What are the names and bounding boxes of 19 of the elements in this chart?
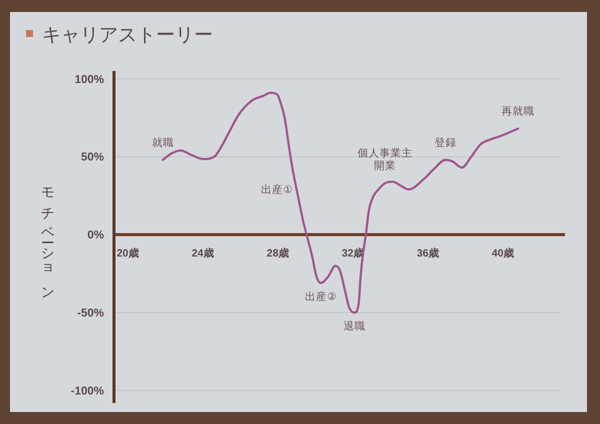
x-tick-label: 28歳 <box>266 246 290 260</box>
annotation: 個人事業主開業 <box>357 146 412 172</box>
x-tick-label: 40歳 <box>492 246 514 260</box>
y-tick-label: 50% <box>80 152 104 164</box>
annotation: 退職 <box>344 320 366 333</box>
y-tick-label: 0% <box>87 230 104 242</box>
x-tick-label: 24歳 <box>192 246 214 260</box>
annotation: 再就職 <box>502 104 535 118</box>
y-axis-title: モチベーション <box>40 178 56 298</box>
y-tick-label: 100% <box>74 74 104 86</box>
chart-title: キャリアストーリー <box>42 25 213 46</box>
annotation: 出産① <box>261 182 293 196</box>
annotation: 出産② <box>305 290 337 303</box>
x-tick-label: 20歳 <box>116 246 140 260</box>
y-tick-label: -50% <box>77 308 104 320</box>
annotation: 登録 <box>434 136 457 149</box>
annotation: 就職 <box>152 136 174 149</box>
x-tick-label: 36歳 <box>416 246 440 260</box>
y-tick-label: -100% <box>70 386 104 398</box>
